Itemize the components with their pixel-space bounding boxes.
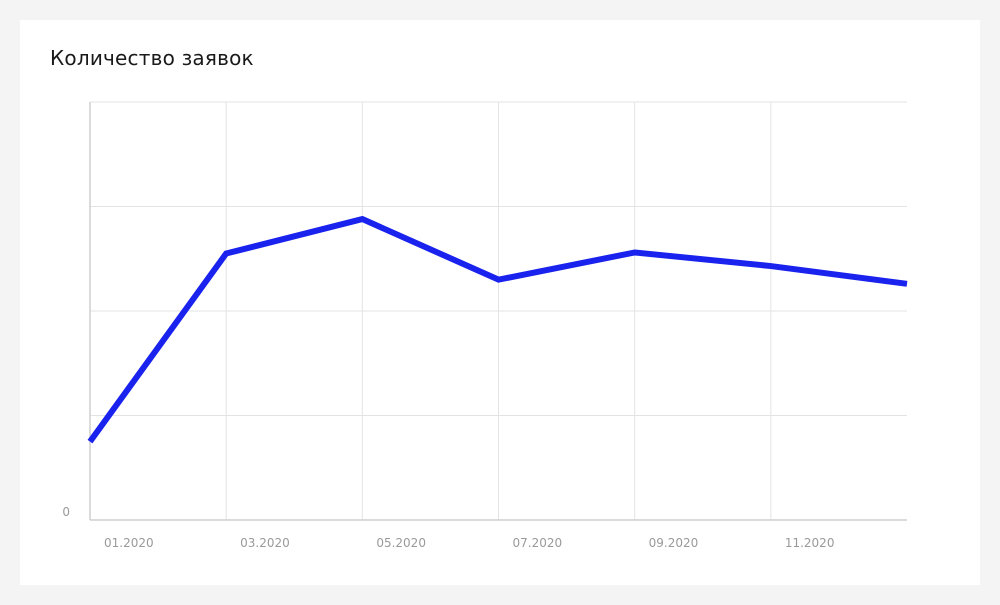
- x-tick-label: 05.2020: [376, 536, 426, 550]
- line-chart: 0 01.2020 03.2020 05.2020 07.2020 09.2020 11.2…: [62, 101, 908, 550]
- x-tick-label: 01.2020: [104, 536, 154, 550]
- x-tick-label: 07.2020: [513, 536, 563, 550]
- x-tick-label: 11.2020: [785, 536, 835, 550]
- chart-title: Количество заявок: [50, 46, 254, 70]
- x-tick-label: 03.2020: [240, 536, 290, 550]
- x-tick-label: 09.2020: [649, 536, 699, 550]
- y-tick-label: 0: [62, 505, 70, 519]
- chart-card: Количество заявок 0 01.2020 03.2020 05.2020…: [20, 20, 980, 585]
